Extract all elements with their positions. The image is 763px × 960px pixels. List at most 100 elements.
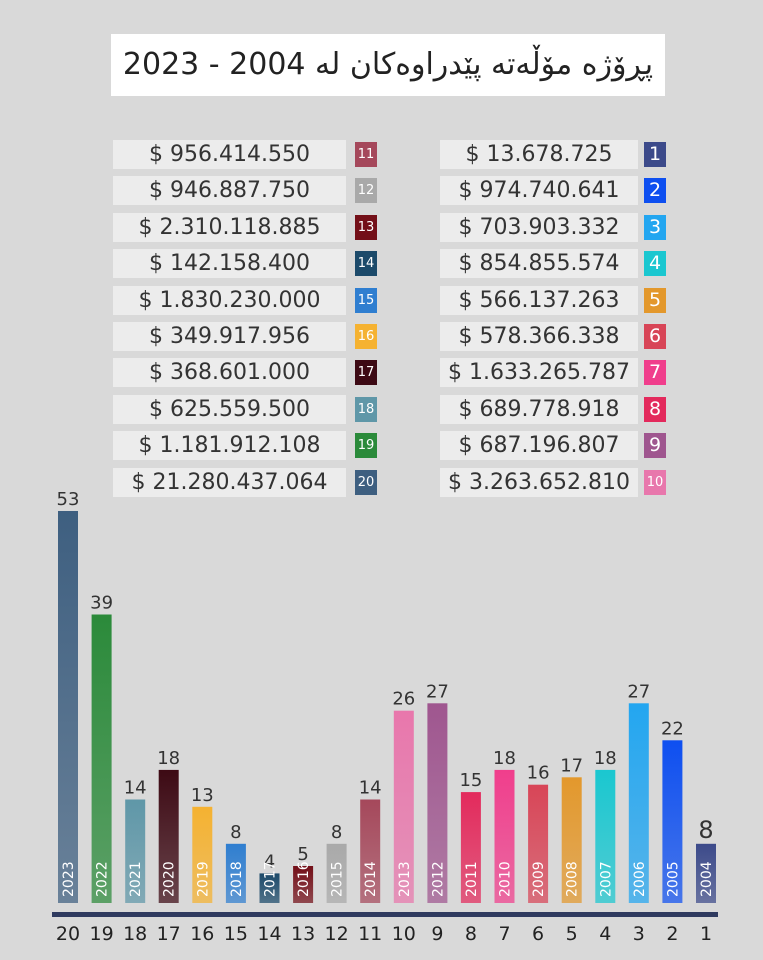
bar-value-label: 15 [459, 770, 482, 791]
legend-row-19: $ 1.181.912.108 19 [113, 431, 377, 461]
legend-value: $ 974.740.641 [440, 176, 638, 206]
chart-title: پڕۆژە مۆڵەتە پێدراوەکان لە 2004 - 2023 [122, 47, 654, 82]
bar-15 [225, 843, 246, 903]
bar-year-label: 2008 [565, 861, 581, 897]
legend-row-8: $ 689.778.918 8 [440, 394, 666, 424]
legend-row-17: $ 368.601.000 17 [113, 358, 377, 388]
legend-row-7: $ 1.633.265.787 7 [440, 358, 666, 388]
bar-20 [58, 511, 78, 903]
bar-value-label: 18 [157, 748, 180, 769]
legend-swatch: 20 [355, 469, 377, 495]
bar-year-label: 2009 [531, 861, 547, 897]
legend-swatch: 2 [644, 178, 666, 204]
bar-value-label: 18 [493, 748, 516, 769]
legend-row-4: $ 854.855.574 4 [440, 249, 666, 279]
bar-value-label: 17 [560, 755, 583, 776]
legend-swatch: 3 [644, 214, 666, 240]
bar-2 [662, 740, 683, 903]
bar-value-label: 39 [90, 593, 113, 614]
legend-value: $ 13.678.725 [440, 140, 638, 169]
bar-year-label: 2014 [363, 861, 379, 897]
x-tick-label: 1 [700, 923, 712, 945]
bar-value-label: 26 [392, 689, 415, 710]
x-tick-label: 13 [291, 923, 315, 945]
legend-value: $ 3.263.652.810 [440, 467, 638, 497]
legend-value: $ 956.414.550 [113, 140, 346, 169]
x-tick-label: 12 [325, 923, 349, 945]
x-tick-label: 3 [633, 923, 645, 945]
legend-swatch: 8 [644, 396, 666, 422]
bar-value-label: 8 [698, 816, 713, 844]
legend-row-20: $ 21.280.437.064 20 [113, 467, 377, 497]
legend-row-10: $ 3.263.652.810 10 [440, 467, 666, 497]
legend-row-1: $ 13.678.725 1 [440, 140, 666, 169]
legend-row-5: $ 566.137.263 5 [440, 285, 666, 315]
legend-value: $ 578.366.338 [440, 322, 638, 351]
bar-value-label: 13 [191, 785, 214, 806]
bar-year-label: 2012 [430, 861, 446, 897]
bar-year-label: 2018 [229, 861, 245, 897]
bar-year-label: 2007 [598, 861, 614, 897]
x-tick-label: 16 [190, 923, 214, 945]
legend-value: $ 687.196.807 [440, 431, 638, 461]
bar-year-label: 2011 [464, 861, 480, 897]
legend-swatch: 1 [644, 142, 666, 167]
bar-7 [494, 769, 515, 903]
bar-value-label: 8 [230, 822, 241, 843]
bar-year-label: 2013 [397, 861, 413, 897]
legend-row-18: $ 625.559.500 18 [113, 394, 377, 424]
legend-value: $ 368.601.000 [113, 358, 346, 388]
bar-14 [259, 873, 280, 903]
bar-year-label: 2010 [498, 861, 514, 897]
bar-19 [91, 614, 112, 903]
legend-swatch: 5 [644, 287, 666, 313]
legend-swatch: 17 [355, 360, 377, 386]
legend-swatch: 6 [644, 324, 666, 349]
x-tick-label: 18 [123, 923, 147, 945]
bar-17 [158, 769, 179, 903]
legend-value: $ 142.158.400 [113, 249, 346, 279]
legend-value: $ 854.855.574 [440, 249, 638, 279]
legend-value: $ 2.310.118.885 [113, 212, 346, 242]
x-tick-label: 7 [498, 923, 510, 945]
legend-value: $ 1.633.265.787 [440, 358, 638, 388]
legend-swatch: 16 [355, 324, 377, 349]
legend-swatch: 7 [644, 360, 666, 386]
bar-value-label: 16 [527, 763, 550, 784]
x-tick-label: 14 [257, 923, 281, 945]
title-box: پڕۆژە مۆڵەتە پێدراوەکان لە 2004 - 2023 [111, 34, 665, 96]
bar-year-label: 2019 [195, 861, 211, 897]
bar-value-label: 53 [57, 489, 80, 510]
x-tick-label: 17 [157, 923, 181, 945]
bar-value-label: 27 [426, 681, 449, 702]
bar-3 [628, 703, 649, 903]
x-tick-label: 15 [224, 923, 248, 945]
bar-value-label: 5 [297, 844, 308, 865]
legend-swatch: 9 [644, 433, 666, 459]
legend-value: $ 703.903.332 [440, 212, 638, 242]
legend-swatch: 18 [355, 396, 377, 422]
legend-row-6: $ 578.366.338 6 [440, 322, 666, 351]
bar-year-label: 2006 [632, 861, 648, 897]
bar-13 [293, 866, 314, 903]
bar-value-label: 8 [331, 822, 342, 843]
bar-8 [460, 792, 481, 903]
legend-swatch: 12 [355, 178, 377, 204]
x-tick-label: 2 [666, 923, 678, 945]
x-axis-line [52, 912, 718, 917]
bar-year-label: 2005 [665, 861, 681, 897]
x-tick-label: 4 [599, 923, 611, 945]
x-tick-label: 5 [566, 923, 578, 945]
bar-16 [192, 806, 213, 903]
legend-row-13: $ 2.310.118.885 13 [113, 212, 377, 242]
legend-swatch: 11 [355, 142, 377, 167]
legend-value: $ 566.137.263 [440, 285, 638, 315]
x-tick-label: 11 [358, 923, 382, 945]
legend-swatch: 19 [355, 433, 377, 459]
bar-1 [696, 843, 716, 903]
bar-value-label: 27 [627, 681, 650, 702]
bar-year-label: 2016 [296, 861, 312, 897]
legend-value: $ 689.778.918 [440, 394, 638, 424]
legend-value: $ 21.280.437.064 [113, 467, 346, 497]
bar-10 [393, 710, 414, 903]
